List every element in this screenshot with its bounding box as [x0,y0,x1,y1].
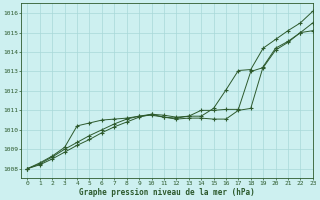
X-axis label: Graphe pression niveau de la mer (hPa): Graphe pression niveau de la mer (hPa) [79,188,255,197]
